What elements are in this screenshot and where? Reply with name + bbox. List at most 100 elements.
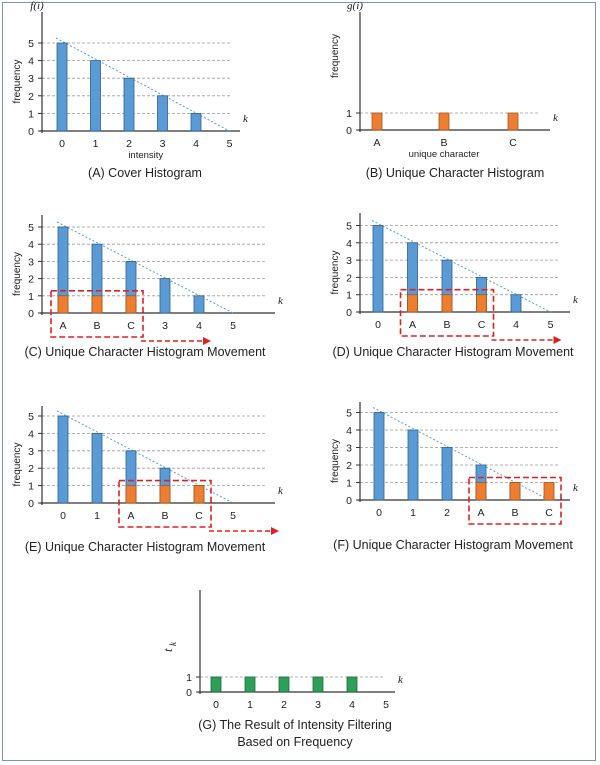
xlabel-D-A: A	[409, 319, 416, 331]
ylabel-F-5: 5	[346, 408, 352, 420]
ylabel-E-0: 0	[28, 498, 34, 510]
func-label-A: f(i)	[30, 0, 44, 12]
move-arrow-head-C	[203, 337, 211, 345]
xlabel-D-B: B	[443, 319, 450, 331]
xlabel-A-5: 5	[227, 138, 233, 150]
cover-bar-E-0	[57, 415, 69, 504]
ylabel-F-0: 0	[346, 495, 352, 507]
cover-bar-E-1	[91, 432, 103, 504]
xtitle-A: intensity	[128, 150, 163, 161]
caption-D: (D) Unique Character Histogram Movement	[332, 345, 574, 359]
ylabel-G-1: 1	[186, 672, 192, 684]
ylabel-G-0: 0	[186, 687, 192, 699]
xlabel-E-C: C	[195, 510, 203, 522]
trend-line-D	[371, 220, 551, 313]
caption-B: (B) Unique Character Histogram	[365, 166, 545, 180]
xlabel-G-1: 1	[247, 699, 253, 711]
unique-bar-E-2	[193, 485, 205, 504]
unique-bar-C-1	[91, 295, 103, 314]
trend-line-E	[56, 410, 234, 504]
xlabel-C-C: C	[127, 320, 135, 332]
caption-C: (C) Unique Character Histogram Movement	[24, 345, 266, 359]
axis-var-B: k	[553, 112, 559, 124]
ytitle-A: frequency	[12, 60, 23, 104]
ylabel-A-5: 5	[28, 38, 34, 50]
ylabel-B-1: 1	[346, 108, 352, 120]
ytitle-D: frequency	[330, 251, 341, 295]
unique-bar-E-0	[125, 485, 137, 504]
xlabel-G-0: 0	[213, 699, 219, 711]
unique-bar-D-1	[441, 294, 453, 313]
ylabel-B-0: 0	[346, 125, 352, 137]
xlabel-A-1: 1	[93, 138, 99, 150]
unique-bar-B-0	[371, 112, 383, 131]
xlabel-E-0: 0	[60, 510, 66, 522]
ylabel-E-4: 4	[28, 428, 34, 440]
ylabel-F-4: 4	[346, 425, 352, 437]
axis-var-E: k	[278, 485, 284, 497]
xlabel-E-5: 5	[230, 510, 236, 522]
xlabel-A-4: 4	[193, 138, 199, 150]
ylabel-A-4: 4	[28, 56, 34, 68]
axis-var-F: k	[573, 482, 579, 494]
ytitle-E: frequency	[12, 443, 23, 487]
cover-bar-F-2	[441, 447, 453, 501]
cover-bar-A-1	[90, 60, 101, 132]
unique-bar-B-2	[507, 112, 519, 131]
xlabel-A-3: 3	[160, 138, 166, 150]
ylabel-F-2: 2	[346, 460, 352, 472]
trend-line-A	[55, 37, 230, 132]
unique-bar-C-2	[125, 295, 137, 314]
ylabel-E-5: 5	[28, 411, 34, 423]
ylabel-D-1: 1	[346, 290, 352, 302]
ylabel-E-3: 3	[28, 446, 34, 458]
xlabel-D-0: 0	[375, 319, 381, 331]
axis-var-A: k	[243, 113, 249, 125]
ylabel-F-3: 3	[346, 443, 352, 455]
result-bar-G-1	[244, 676, 256, 693]
result-bar-G-3	[312, 676, 324, 693]
ylabel-D-4: 4	[346, 238, 352, 250]
ylabel-E-1: 1	[28, 481, 34, 493]
ylabel-A-3: 3	[28, 73, 34, 85]
trend-line-C	[56, 221, 234, 314]
cover-bar-F-1	[407, 429, 419, 501]
ylabel-C-3: 3	[28, 256, 34, 268]
caption-G-line2: Based on Frequency	[237, 735, 353, 749]
caption-F: (F) Unique Character Histogram Movement	[333, 538, 573, 552]
xlabel-G-4: 4	[349, 699, 355, 711]
caption-E: (E) Unique Character Histogram Movement	[24, 540, 266, 554]
axis-var-G: k	[398, 674, 404, 686]
xlabel-F-A: A	[477, 507, 484, 519]
xlabel-F-C: C	[545, 507, 553, 519]
ylabel-D-5: 5	[346, 221, 352, 233]
xlabel-C-4: 4	[196, 320, 202, 332]
xlabel-C-B: B	[93, 320, 100, 332]
ylabel-F-1: 1	[346, 478, 352, 490]
func-label-G: t	[160, 648, 175, 652]
move-box-E	[118, 479, 212, 528]
unique-bar-C-0	[57, 295, 69, 314]
unique-bar-D-0	[407, 294, 418, 313]
xlabel-B-B: B	[440, 137, 447, 149]
ylabel-A-0: 0	[28, 126, 34, 138]
xlabel-A-0: 0	[59, 138, 65, 150]
xlabel-E-B: B	[161, 510, 168, 522]
cover-bar-A-0	[56, 42, 68, 132]
xlabel-D-4: 4	[513, 319, 519, 331]
cover-bar-F-0	[373, 412, 385, 501]
result-bar-G-2	[278, 676, 290, 693]
unique-bar-F-2	[543, 482, 555, 501]
xlabel-D-5: 5	[548, 319, 554, 331]
xlabel-F-1: 1	[410, 507, 416, 519]
cover-bar-C-4	[193, 295, 205, 314]
axis-var-D: k	[573, 294, 579, 306]
caption-G-line1: (G) The Result of Intensity Filtering	[198, 718, 392, 732]
unique-bar-F-0	[475, 482, 487, 501]
ylabel-E-2: 2	[28, 463, 34, 475]
ylabel-C-0: 0	[28, 308, 34, 320]
ylabel-D-2: 2	[346, 272, 352, 284]
cover-bar-C-3	[159, 278, 171, 314]
trend-line-F	[372, 407, 550, 501]
